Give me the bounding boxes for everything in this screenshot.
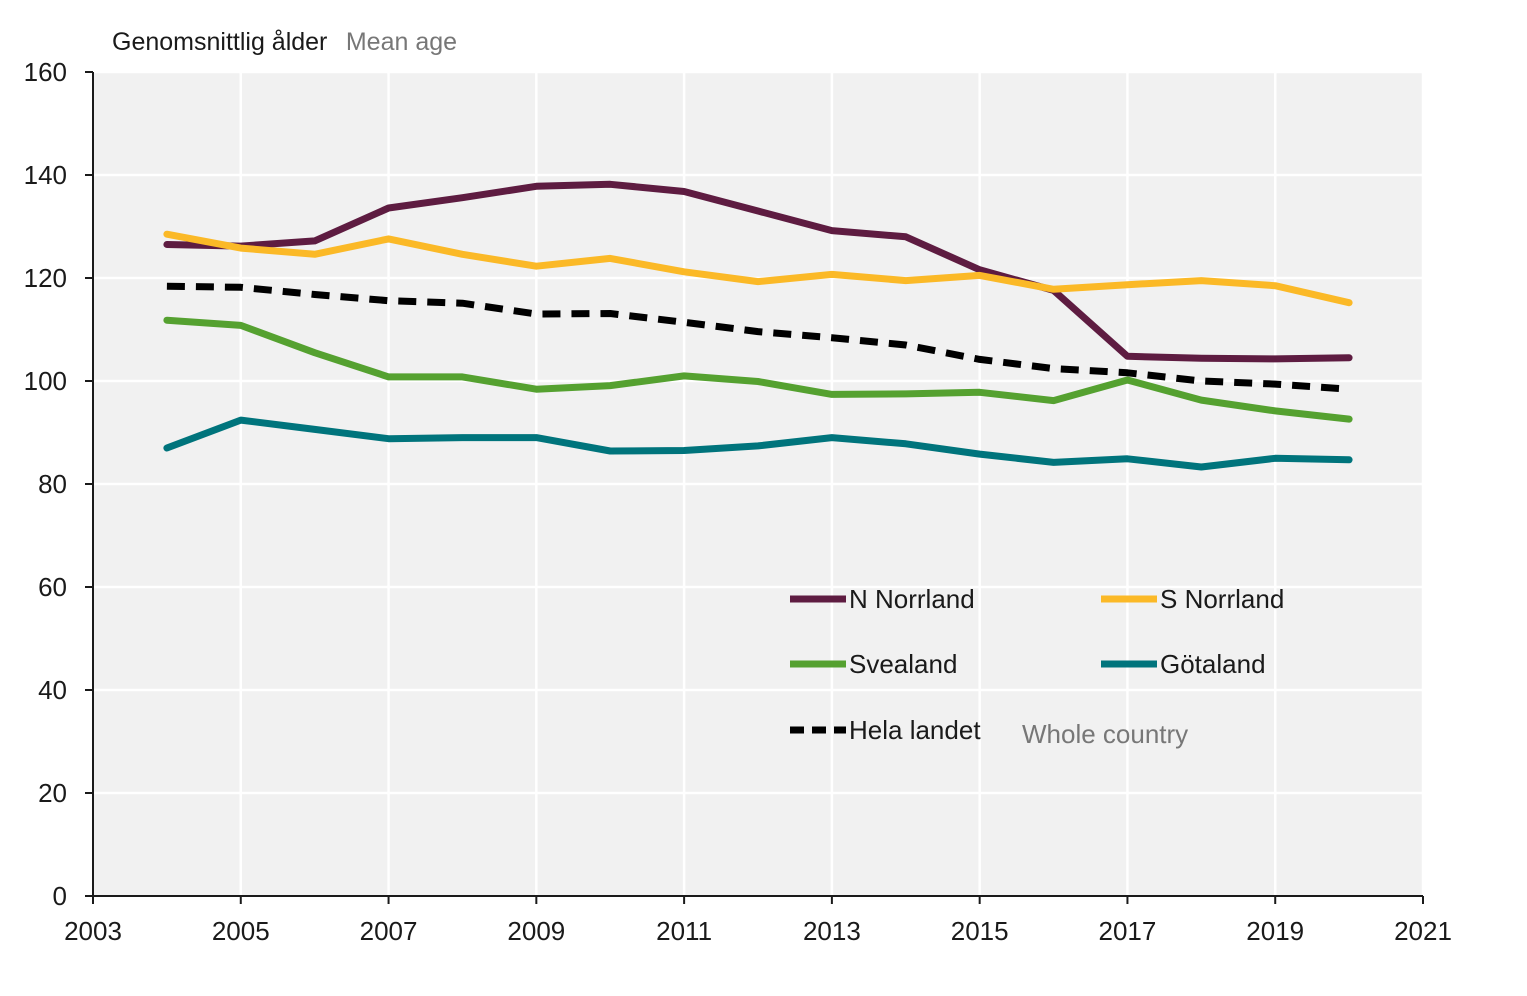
x-tick-label: 2013 (803, 916, 861, 946)
y-axis-title: Genomsnittlig ålder Mean age (112, 28, 457, 56)
legend-label: Götaland (1160, 649, 1266, 679)
y-tick-label: 120 (24, 263, 67, 293)
y-tick-label: 80 (38, 469, 67, 499)
series-line-g-taland (163, 416, 1353, 471)
x-tick-label: 2005 (212, 916, 270, 946)
axes (85, 71, 1424, 904)
y-axis-title-sv: Genomsnittlig ålder (112, 28, 327, 56)
x-tick-label: 2003 (64, 916, 122, 946)
y-tick-label: 160 (24, 57, 67, 87)
x-tick-label: 2007 (360, 916, 418, 946)
y-tick-label: 140 (24, 160, 67, 190)
series-lines (163, 180, 1353, 471)
y-tick-label: 60 (38, 572, 67, 602)
x-tick-label: 2021 (1394, 916, 1452, 946)
series-line-s-norrland (163, 230, 1353, 307)
legend-label: N Norrland (849, 584, 975, 614)
series-line-n-norrland (163, 180, 1353, 363)
legend-label: Svealand (849, 649, 957, 679)
series-line-hela-landet (166, 282, 1350, 393)
x-tick-label: 2015 (951, 916, 1009, 946)
y-tick-label: 0 (53, 881, 67, 911)
legend-label: Hela landet (849, 715, 981, 745)
y-axis-title-en: Mean age (346, 28, 457, 56)
y-tick-label: 100 (24, 366, 67, 396)
legend-note: Whole country (1022, 719, 1188, 749)
tick-labels: 0 20 40 60 80 100 120 140 160 2003 2005 2007 2009 201… (24, 57, 1452, 946)
y-tick-label: 20 (38, 778, 67, 808)
x-tick-label: 2019 (1246, 916, 1304, 946)
y-tick-label: 40 (38, 675, 67, 705)
legend-label: S Norrland (1160, 584, 1284, 614)
gridlines (93, 70, 1425, 896)
x-tick-label: 2009 (507, 916, 565, 946)
series-line-svealand (163, 316, 1353, 423)
legend: N Norrland S Norrland Svealand Götaland Hela… (790, 584, 1284, 749)
x-tick-label: 2011 (656, 916, 712, 946)
x-tick-label: 2017 (1099, 916, 1157, 946)
